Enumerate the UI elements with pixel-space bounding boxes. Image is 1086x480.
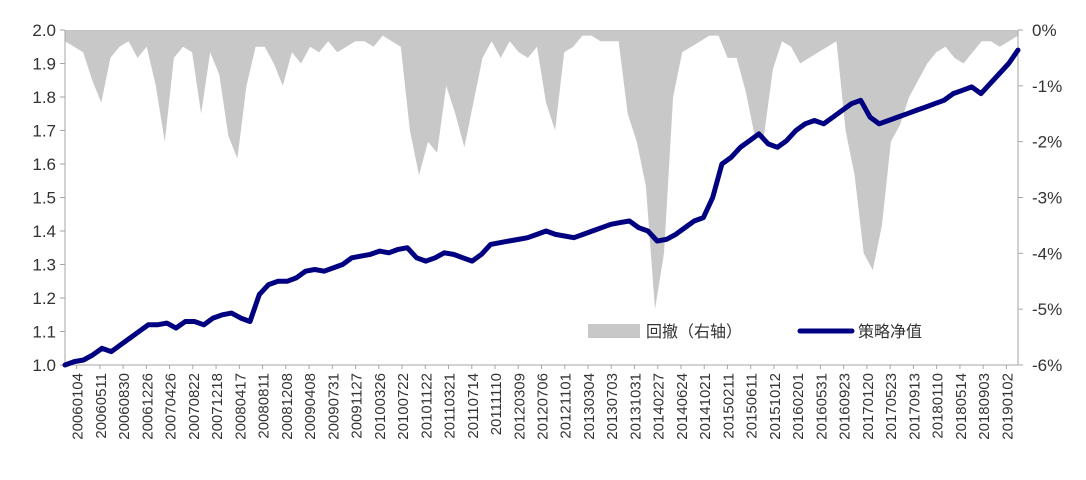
x-tick-label: 20140227 — [651, 373, 668, 440]
x-tick-label: 20130703 — [604, 373, 621, 440]
legend: 回撤（右轴） 策略净值 — [588, 322, 922, 341]
x-tick-label: 20090408 — [302, 373, 319, 440]
x-tick-label: 20091127 — [349, 373, 366, 439]
left-y-tick-label: 1.7 — [32, 122, 56, 141]
x-tick-label: 20170523 — [883, 373, 900, 440]
right-y-tick-label: -1% — [1032, 77, 1062, 96]
right-y-tick-label: 0% — [1032, 21, 1057, 40]
x-tick-label: 20131031 — [627, 373, 644, 440]
left-y-tick-label: 1.0 — [32, 356, 56, 375]
drawdown-area-layer — [65, 30, 1018, 310]
x-tick-label: 20130304 — [581, 373, 598, 440]
x-tick-label: 20071218 — [209, 373, 226, 440]
x-tick-label: 20060511 — [93, 373, 110, 439]
nav-line — [62, 47, 1021, 368]
x-tick-label: 20101122 — [418, 373, 435, 439]
x-tick-label: 20111110 — [488, 373, 505, 435]
x-tick-label: 20180110 — [930, 373, 947, 439]
x-tick-label: 20081208 — [279, 373, 296, 440]
x-tick-label: 20190102 — [999, 373, 1016, 440]
x-tick-label: 20060104 — [70, 373, 87, 440]
right-y-tick-label: -2% — [1032, 133, 1062, 152]
right-y-tick-label: -4% — [1032, 244, 1062, 263]
x-tick-label: 20170120 — [860, 373, 877, 440]
left-y-tick-label: 2.0 — [32, 21, 56, 40]
left-y-tick-label: 1.8 — [32, 88, 56, 107]
x-tick-label: 20120309 — [511, 373, 528, 440]
left-y-tick-label: 1.6 — [32, 155, 56, 174]
nav-line-layer — [62, 47, 1021, 368]
x-tick-label: 20121101 — [558, 373, 575, 439]
x-tick-label: 20160923 — [837, 373, 854, 440]
x-tick-label: 20070822 — [186, 373, 203, 440]
x-tick-label: 20110714 — [465, 373, 482, 439]
x-tick-label: 20061226 — [139, 373, 156, 440]
right-y-tick-label: -6% — [1032, 356, 1062, 375]
x-tick-label: 20070426 — [163, 373, 180, 440]
x-tick-label: 20150611 — [744, 373, 761, 439]
legend-nav-label: 策略净值 — [858, 322, 922, 341]
left-y-tick-label: 1.4 — [32, 222, 56, 241]
x-tick-label: 20141021 — [697, 373, 714, 440]
left-y-tick-label: 1.2 — [32, 289, 56, 308]
x-tick-label: 20151012 — [767, 373, 784, 440]
x-tick-label: 20180903 — [976, 373, 993, 440]
legend-drawdown-swatch — [588, 324, 640, 338]
x-tick-label: 20180514 — [953, 373, 970, 440]
right-y-tick-label: -5% — [1032, 300, 1062, 319]
x-tick-label: 20080811 — [256, 373, 273, 439]
x-tick-label: 20110321 — [442, 373, 459, 439]
x-tick-label: 20090731 — [325, 373, 342, 440]
x-tick-label: 20140624 — [674, 373, 691, 440]
x-tick-label: 20100722 — [395, 373, 412, 440]
x-tick-label: 20150211 — [720, 373, 737, 439]
x-tick-label: 20170913 — [906, 373, 923, 440]
x-tick-label: 20080417 — [232, 373, 249, 440]
x-tick-label: 20120706 — [535, 373, 552, 440]
drawdown-area — [65, 30, 1018, 310]
x-tick-label: 20100326 — [372, 373, 389, 440]
legend-drawdown-label: 回撤（右轴） — [646, 322, 742, 341]
right-y-tick-label: -3% — [1032, 189, 1062, 208]
axes-layer: 1.0 1.1 1.2 1.3 1.4 1.5 1.6 1.7 1.8 1.9 2.0 0% -1% -2… — [32, 21, 1062, 440]
x-tick-label: 20160201 — [790, 373, 807, 440]
left-y-tick-label: 1.1 — [32, 323, 56, 342]
x-tick-label: 20060830 — [116, 373, 133, 440]
left-y-tick-label: 1.9 — [32, 55, 56, 74]
left-y-tick-label: 1.3 — [32, 256, 56, 275]
left-y-tick-label: 1.5 — [32, 189, 56, 208]
x-tick-label: 20160531 — [813, 373, 830, 440]
